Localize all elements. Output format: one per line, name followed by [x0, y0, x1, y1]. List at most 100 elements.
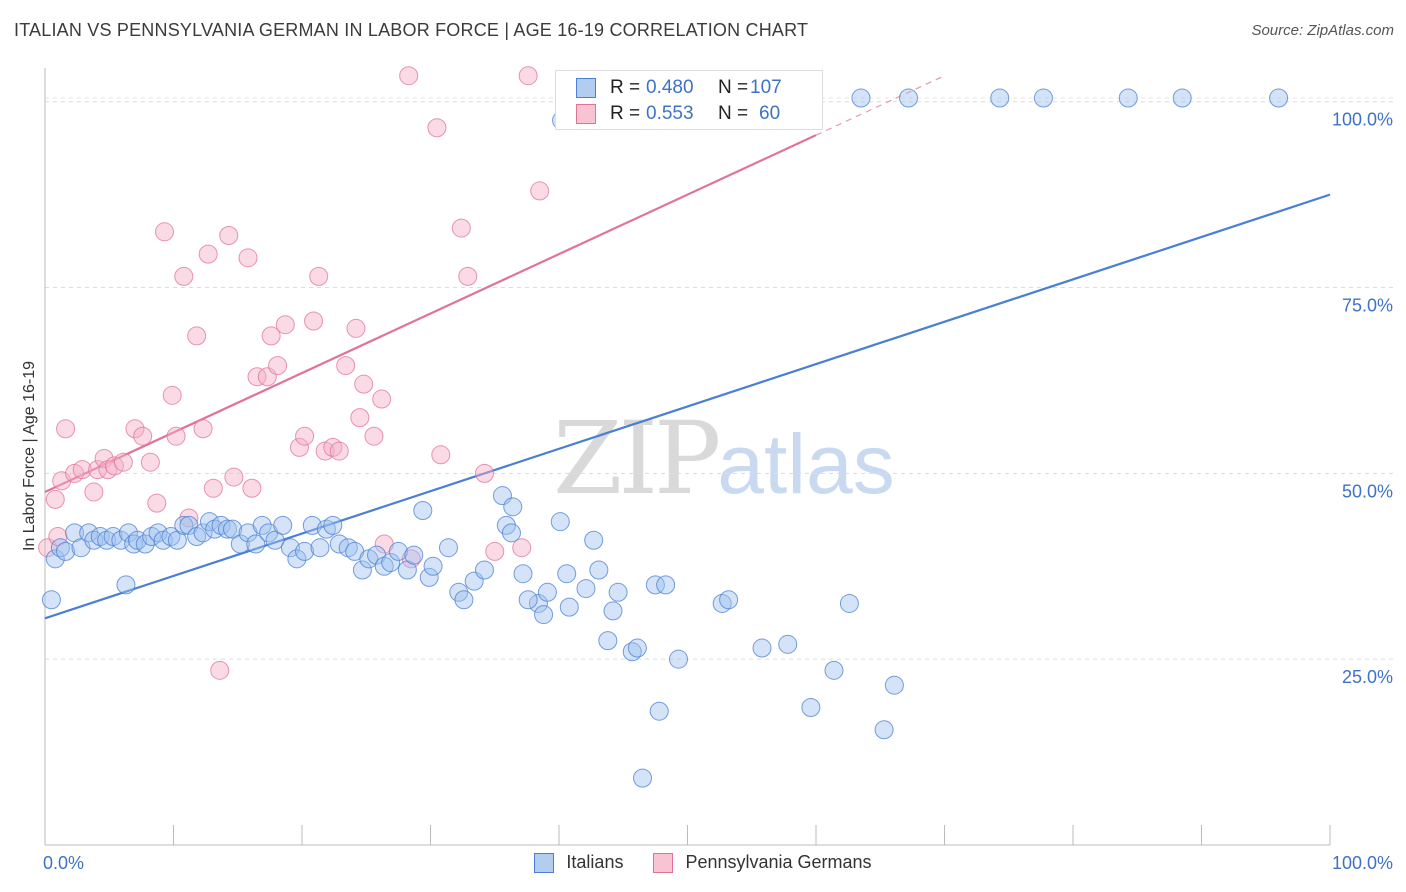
italians-point-16: [135, 534, 155, 554]
pa-germans-r-label: R =: [610, 103, 641, 124]
italians-point-52: [381, 553, 401, 573]
italians-point-91: [503, 497, 523, 517]
italians-point-22: [174, 515, 194, 535]
italians-point-34: [252, 515, 272, 535]
italians-point-48: [352, 560, 372, 580]
pa-germans-r-value: 0.553: [646, 103, 694, 124]
gridlines: [45, 97, 1395, 660]
pa-germans-point-41: [329, 441, 349, 461]
pa-germans-point-8: [94, 449, 114, 468]
pa-germans-point-1: [45, 489, 65, 509]
pa-germans-point-50: [431, 445, 451, 465]
italians-point-55: [404, 545, 424, 565]
pa-germans-point-35: [289, 437, 309, 457]
legend-item-italians[interactable]: Italians: [534, 852, 623, 873]
italians-point-103: [851, 88, 871, 108]
italians-point-72: [559, 597, 579, 617]
pa-germans-point-9: [98, 460, 118, 480]
x-tick-label-100: 100.0%: [1332, 853, 1393, 873]
x-tick-label-0: 0.0%: [43, 853, 84, 873]
italians-point-109: [1269, 88, 1289, 108]
pa-germans-point-52: [451, 218, 471, 238]
pa-germans-point-36: [295, 426, 315, 446]
italians-point-24: [187, 527, 207, 547]
italians-point-37: [273, 515, 293, 535]
pa-germans-point-32: [261, 326, 281, 346]
pa-germans-point-30: [247, 367, 267, 387]
trend-line-0: [44, 193, 1331, 620]
pa-germans-point-23: [198, 244, 218, 264]
italians-point-44: [323, 515, 343, 535]
italians-point-87: [874, 720, 894, 740]
italians-point-3: [56, 541, 76, 561]
watermark-zip: ZIP: [553, 400, 721, 517]
italians-point-71: [557, 564, 577, 584]
trend-line-1: [44, 134, 817, 493]
watermark-atlas: atlas: [717, 417, 895, 511]
italians-n-label: N =: [718, 77, 749, 98]
pa-germans-swatch: [576, 104, 596, 124]
y-tick-label-100: 100.0%: [1332, 110, 1393, 130]
italians-legend-swatch: [534, 852, 555, 873]
source-credit: Source: ZipAtlas.com: [1251, 22, 1394, 39]
pa-germans-point-42: [336, 356, 356, 376]
italians-point-17: [142, 527, 162, 547]
pa-germans-point-47: [372, 389, 392, 409]
italians-point-74: [589, 560, 609, 580]
pa-germans-point-19: [174, 266, 194, 286]
tick-labels: 25.0% 50.0% 75.0% 100.0% 0.0% 100.0%: [43, 110, 1393, 873]
italians-point-89: [633, 768, 653, 788]
italians-point-108: [1172, 88, 1192, 108]
italians-point-84: [801, 697, 821, 717]
italians-point-41: [302, 515, 322, 535]
italians-point-95: [598, 631, 618, 651]
pa-germans-point-26: [219, 226, 239, 246]
pa-germans-point-46: [364, 426, 384, 446]
pa-germans-point-28: [238, 248, 258, 268]
italians-point-57: [419, 567, 439, 587]
italians-point-38: [280, 538, 300, 558]
italians-point-36: [265, 530, 285, 550]
italians-point-63: [474, 560, 494, 580]
italians-point-83: [778, 634, 798, 654]
italians-point-28: [211, 515, 231, 535]
italians-point-69: [537, 582, 557, 602]
pa-germans-point-6: [84, 482, 104, 502]
pa-germans-point-27: [224, 467, 244, 487]
pa-germans-point-21: [187, 326, 207, 346]
italians-point-86: [839, 593, 859, 613]
pa-germans-point-14: [140, 452, 160, 472]
italians-point-106: [1033, 88, 1053, 108]
italians-point-20: [161, 527, 181, 547]
italians-point-0: [41, 590, 61, 610]
y-tick-label-75: 75.0%: [1342, 296, 1393, 316]
italians-point-11: [111, 530, 131, 550]
pa-germans-point-37: [304, 311, 324, 331]
italians-point-76: [622, 642, 642, 662]
italians-point-56: [413, 501, 433, 521]
italians-point-80: [712, 593, 732, 613]
italians-point-78: [649, 701, 669, 721]
italians-point-97: [656, 575, 676, 595]
legend-item-pa-germans[interactable]: Pennsylvania Germans: [653, 852, 872, 873]
pa-germans-point-25: [210, 660, 230, 680]
pa-germans-point-24: [203, 478, 223, 498]
italians-point-33: [246, 534, 266, 554]
italians-point-51: [374, 556, 394, 576]
pa-germans-legend-label: Pennsylvania Germans: [685, 852, 872, 872]
pa-germans-point-44: [350, 408, 370, 428]
legend-row-pa-germans: R = 0.553 N = 60: [576, 102, 780, 126]
stats-legend: R = 0.480 N = 107 R = 0.553 N = 60: [555, 70, 823, 130]
pa-germans-point-29: [242, 478, 262, 498]
italians-point-75: [608, 582, 628, 602]
y-tick-label-25: 25.0%: [1342, 667, 1393, 687]
pa-germans-point-22: [193, 419, 213, 439]
chart-title: ITALIAN VS PENNSYLVANIA GERMAN IN LABOR …: [14, 20, 809, 40]
pa-germans-point-18: [166, 426, 186, 446]
italians-point-92: [584, 530, 604, 550]
italians-point-79: [669, 649, 689, 669]
italians-point-104: [899, 88, 919, 108]
pa-germans-point-16: [155, 222, 175, 242]
italians-point-85: [824, 660, 844, 680]
